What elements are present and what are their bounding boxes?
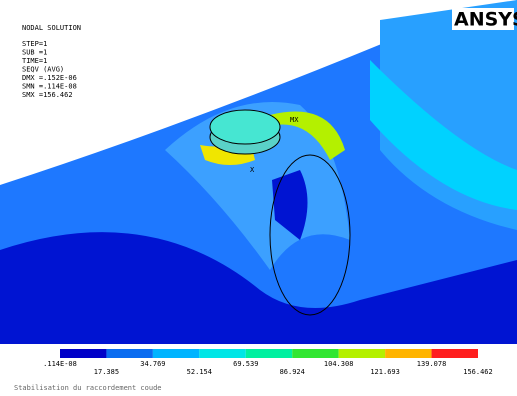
legend-swatch [246, 349, 292, 358]
legend-swatch [106, 349, 152, 358]
legend-label: 121.693 [370, 368, 400, 376]
header-line: STEP=1 [22, 40, 47, 48]
legend-swatch [432, 349, 478, 358]
legend-label: 104.308 [324, 360, 354, 368]
legend-swatch [339, 349, 385, 358]
header-line: TIME=1 [22, 57, 47, 65]
legend-label: 139.078 [417, 360, 447, 368]
legend-label: 17.385 [94, 368, 119, 376]
legend-swatch [199, 349, 245, 358]
legend-label: .114E-08 [43, 360, 77, 368]
header-line: SMN =.114E-08 [22, 83, 77, 91]
header-line: DMX =.152E-06 [22, 74, 77, 82]
legend-swatch [292, 349, 338, 358]
logo: ANSYS [454, 9, 517, 31]
legend-swatch [385, 349, 431, 358]
legend-swatch [153, 349, 199, 358]
header-line: SUB =1 [22, 49, 47, 57]
footer: Stabilisation du raccordement coude [14, 384, 162, 392]
legend-swatch [60, 349, 106, 358]
header-line: SMX =156.462 [22, 91, 73, 99]
legend-label: 156.462 [463, 368, 493, 376]
legend-label: 86.924 [280, 368, 305, 376]
legend-label: 34.769 [140, 360, 165, 368]
header-line: SEQV (AVG) [22, 66, 64, 74]
ansys-plot: NODAL SOLUTION STEP=1SUB =1TIME=1SEQV (A… [0, 0, 517, 396]
legend-label: 52.154 [187, 368, 212, 376]
legend-label: 69.539 [233, 360, 258, 368]
max-marker: MX [290, 116, 299, 124]
title: NODAL SOLUTION [22, 24, 81, 32]
